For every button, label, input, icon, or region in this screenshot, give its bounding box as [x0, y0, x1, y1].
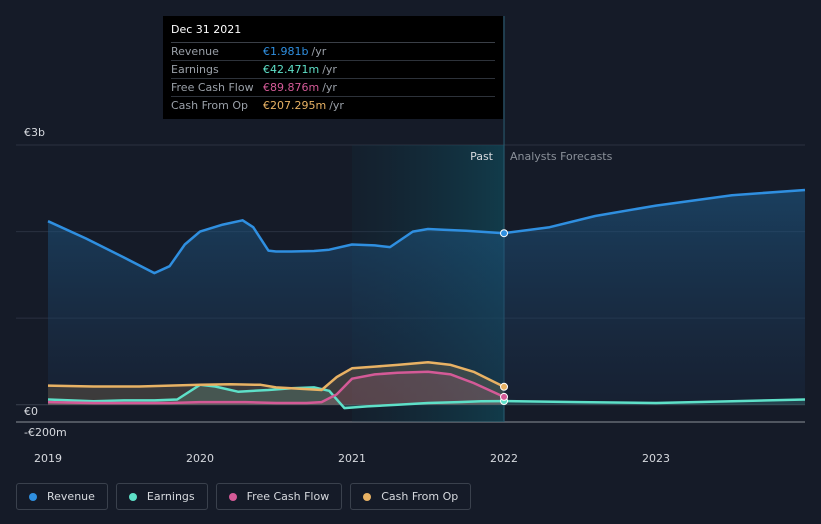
area-free-cash-flow [48, 371, 504, 405]
x-tick-label: 2019 [34, 452, 62, 465]
tooltip-label: Earnings [171, 63, 219, 76]
area-revenue [48, 190, 805, 405]
line-earnings [47, 383, 806, 410]
tooltip-value: €207.295m [263, 99, 327, 112]
tooltip-date: Dec 31 2021 [171, 23, 495, 43]
legend-cash-from-op[interactable]: Cash From Op [350, 483, 472, 510]
x-axis-labels: 2019 2020 2021 2022 2023 [34, 452, 670, 465]
series-lines [47, 188, 806, 410]
y-tick-label: €3b [24, 126, 45, 139]
y-tick-label: -€200m [24, 426, 67, 439]
tooltip-value: €89.876m [263, 81, 320, 94]
marker-free-cash-flow [500, 392, 509, 401]
tooltip-label: Cash From Op [171, 99, 249, 112]
legend-label: Cash From Op [381, 490, 459, 503]
forecast-region-label: Analysts Forecasts [510, 150, 613, 163]
tooltip-unit: /yr [311, 45, 327, 58]
legend-revenue[interactable]: Revenue [16, 483, 108, 510]
tooltip-row-revenue: Revenue €1.981b /yr [171, 43, 495, 61]
line-cash-from-op [47, 361, 505, 392]
tooltip-unit: /yr [322, 63, 337, 76]
legend-dot-icon [29, 492, 37, 501]
legend-dot-icon [363, 492, 372, 501]
tooltip-unit: /yr [322, 81, 337, 94]
line-free-cash-flow [47, 370, 505, 405]
legend-dot-icon [128, 492, 137, 501]
x-tick-label: 2022 [490, 452, 518, 465]
chart-legend: Revenue Earnings Free Cash Flow Cash Fro… [16, 483, 472, 510]
past-region-label: Past [470, 150, 494, 163]
marker-revenue [500, 229, 509, 238]
legend-free-cash-flow[interactable]: Free Cash Flow [215, 483, 343, 510]
tooltip-row-free-cash-flow: Free Cash Flow €89.876m /yr [171, 79, 495, 97]
x-tick-label: 2023 [642, 452, 670, 465]
legend-dot-icon [228, 492, 237, 501]
hover-markers [500, 229, 509, 406]
tooltip-row-cash-from-op: Cash From Op €207.295m /yr [171, 97, 495, 114]
tooltip-label: Free Cash Flow [171, 81, 254, 94]
tooltip-value: €1.981b [263, 45, 309, 58]
tooltip-unit: /yr [329, 99, 344, 112]
y-axis-labels: €3b €0 -€200m [24, 126, 67, 439]
y-tick-label: €0 [24, 405, 38, 418]
tooltip-value: €42.471m [263, 63, 320, 76]
tooltip-label: Revenue [171, 45, 219, 58]
legend-earnings[interactable]: Earnings [115, 483, 208, 510]
hover-tooltip: Dec 31 2021 Revenue €1.981b /yr Earnings… [163, 16, 503, 119]
line-revenue [47, 188, 806, 275]
tooltip-row-earnings: Earnings €42.471m /yr [171, 61, 495, 79]
legend-label: Earnings [146, 490, 195, 503]
marker-cash-from-op [500, 382, 509, 391]
legend-label: Revenue [47, 490, 95, 503]
x-tick-label: 2021 [338, 452, 366, 465]
legend-label: Free Cash Flow [246, 490, 330, 503]
x-tick-label: 2020 [186, 452, 214, 465]
